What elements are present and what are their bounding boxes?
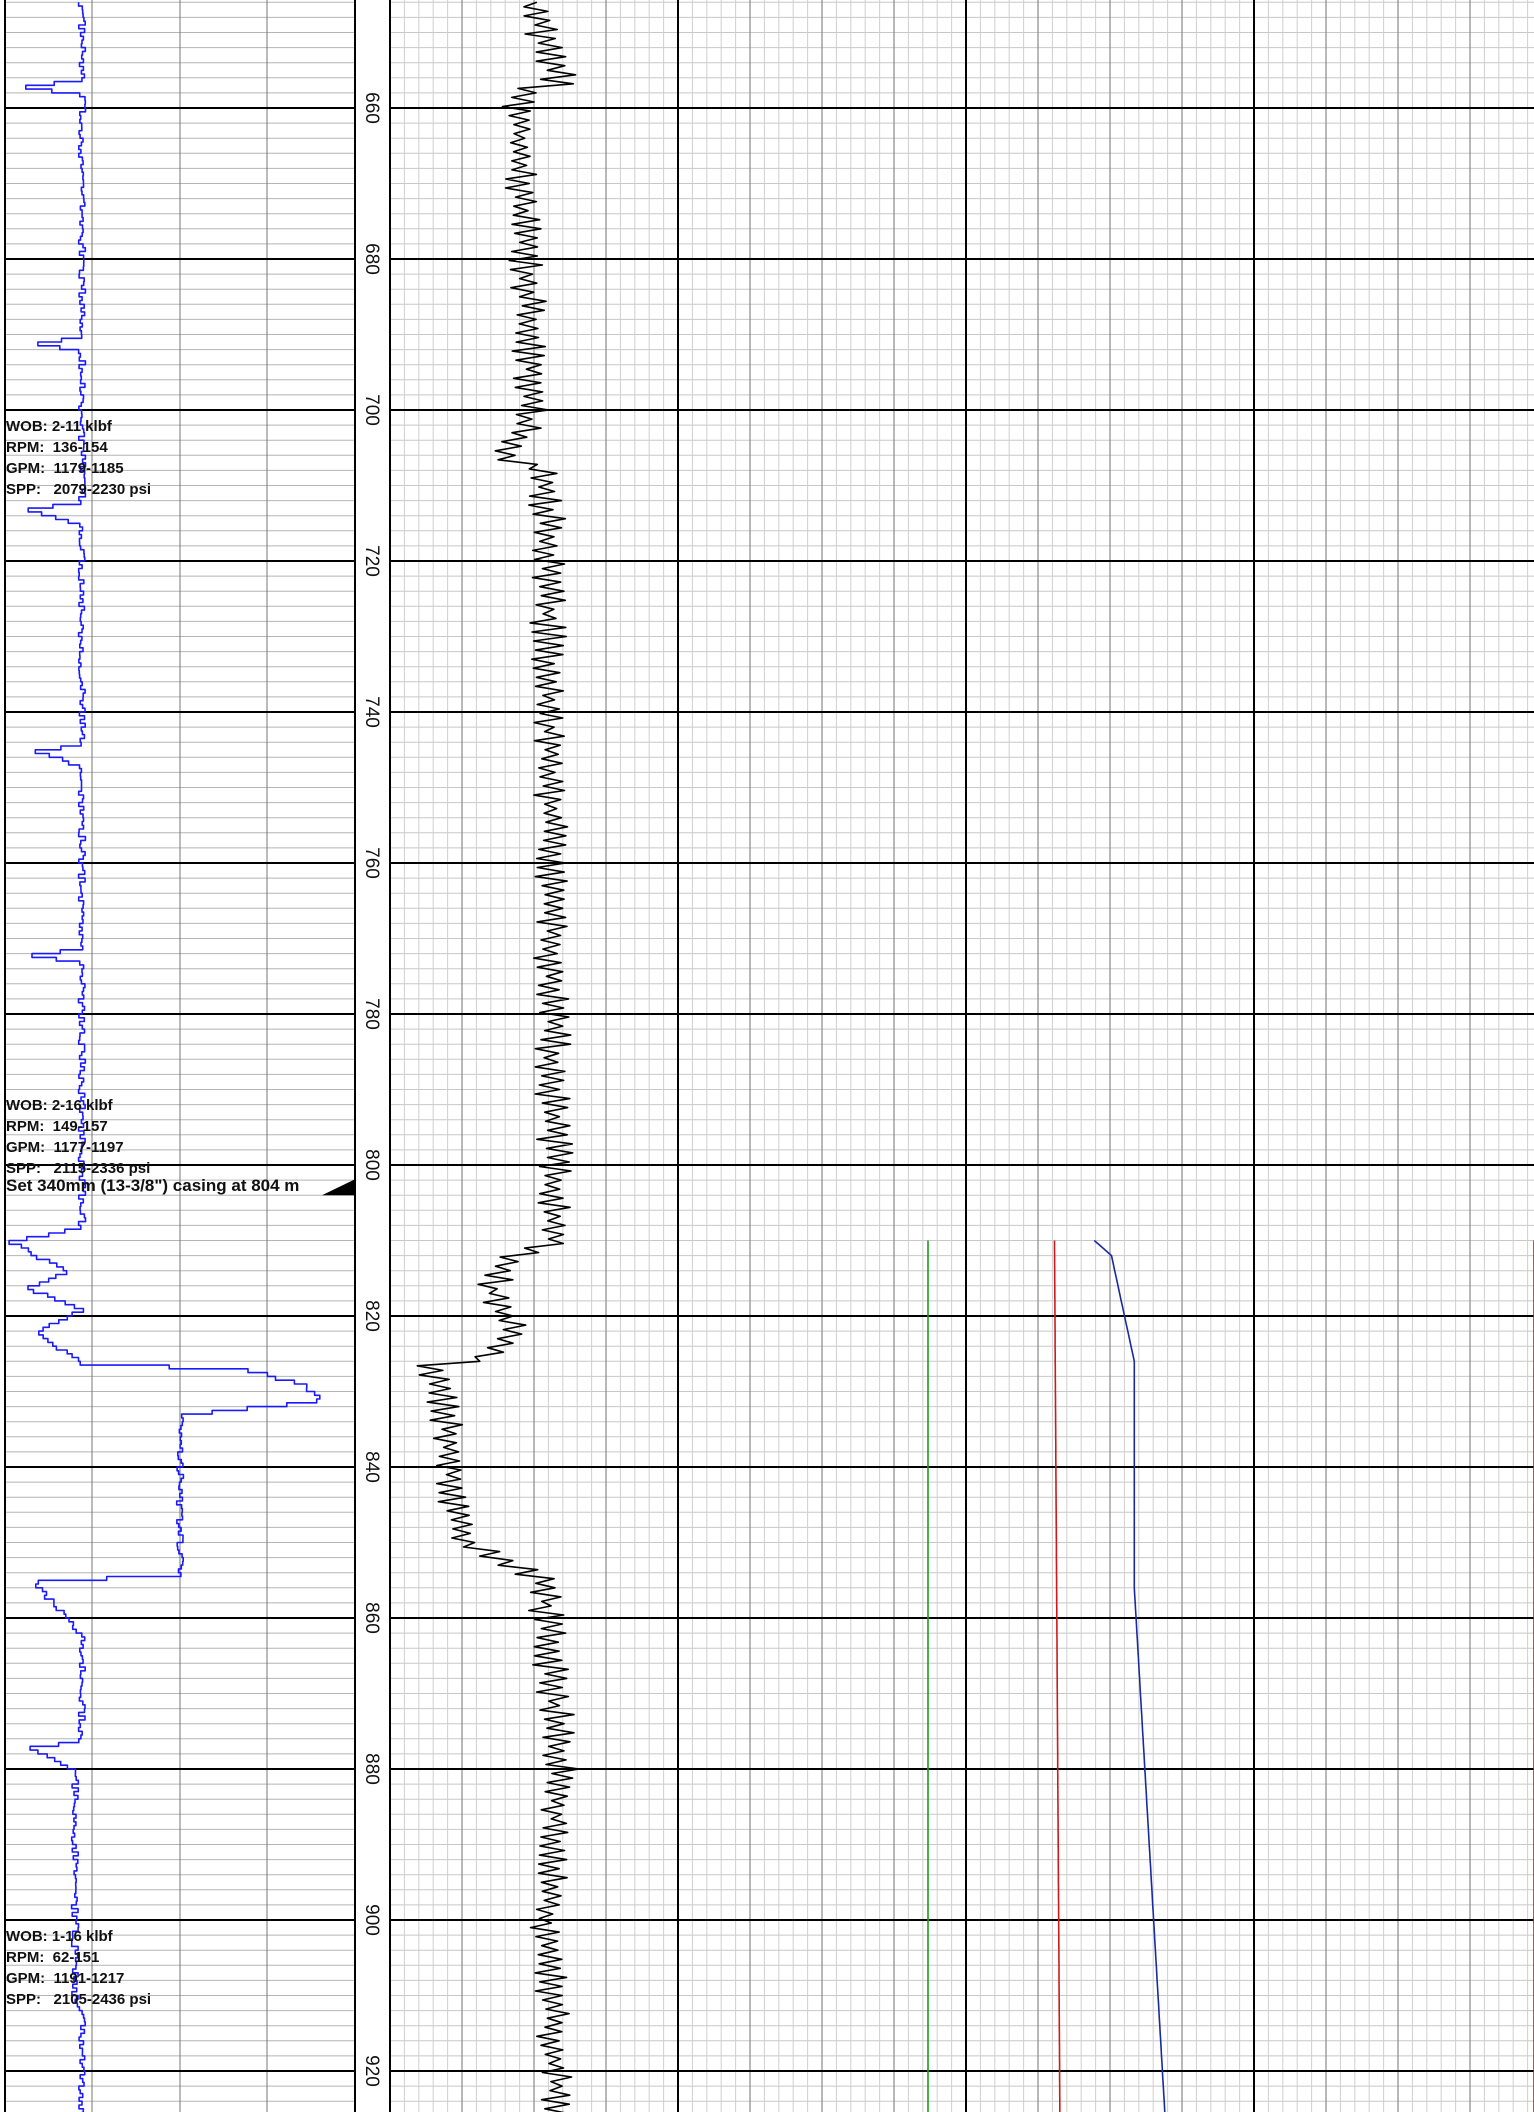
depth-tick-label: 700 (361, 394, 382, 426)
depth-tick-label: 820 (361, 1300, 382, 1332)
depth-tick-label: 860 (361, 1602, 382, 1634)
drilling-parameters-note: WOB: 2-11 klbf RPM: 136-154 GPM: 1179-1185… (6, 416, 151, 500)
grid-layer (4, 0, 1534, 2112)
depth-tick-label: 680 (361, 243, 382, 275)
note-line: GPM: 1177-1197 (6, 1139, 124, 1157)
depth-tick-label: 660 (361, 92, 382, 124)
note-line: WOB: 1-16 klbf (6, 1927, 113, 1945)
note-line: SPP: 2115-2336 psi (6, 1160, 151, 1178)
note-line: WOB: 2-11 klbf (6, 417, 112, 435)
depth-tick-label: 740 (361, 696, 382, 728)
series-3-curve-3 (1053, 1240, 1061, 2112)
series-4-curve-4 (1093, 1239, 1166, 2112)
note-line: SPP: 2079-2230 psi (6, 480, 152, 498)
depth-tick-label: 880 (361, 1753, 382, 1785)
depth-tick-label: 840 (361, 1451, 382, 1483)
depth-tick-label: 920 (361, 2055, 382, 2087)
casing-marker (322, 1179, 355, 1196)
depth-tick-label: 800 (361, 1149, 382, 1181)
note-line: RPM: 136-154 (6, 438, 108, 456)
depth-tick-label: 720 (361, 545, 382, 577)
drilling-parameters-note: WOB: 2-16 klbf RPM: 149-157 GPM: 1177-1197… (6, 1095, 150, 1179)
drilling-parameters-note: WOB: 1-16 klbf RPM: 62-151 GPM: 1191-1217 S… (6, 1926, 151, 2010)
label-layer: 660 680 700 720 740 760 780 800 820 840 860 880 900 9… (322, 92, 382, 2087)
note-line: GPM: 1191-1217 (6, 1969, 125, 1987)
depth-tick-label: 900 (361, 1904, 382, 1936)
depth-tick-label: 760 (361, 847, 382, 879)
note-line: RPM: 149-157 (6, 1118, 108, 1136)
note-line: RPM: 62-151 (6, 1948, 100, 1966)
depth-tick-label: 780 (361, 998, 382, 1030)
note-line: SPP: 2105-2436 psi (6, 1990, 152, 2008)
note-line: GPM: 1179-1185 (6, 459, 124, 477)
casing-note: Set 340mm (13-3/8") casing at 804 m (6, 1176, 300, 1196)
series-1-curve-0 (8, 2, 321, 2112)
note-line: WOB: 2-16 klbf (6, 1097, 113, 1115)
series-layer (8, 1, 1534, 2112)
series-2-curve-1 (416, 1, 580, 2112)
